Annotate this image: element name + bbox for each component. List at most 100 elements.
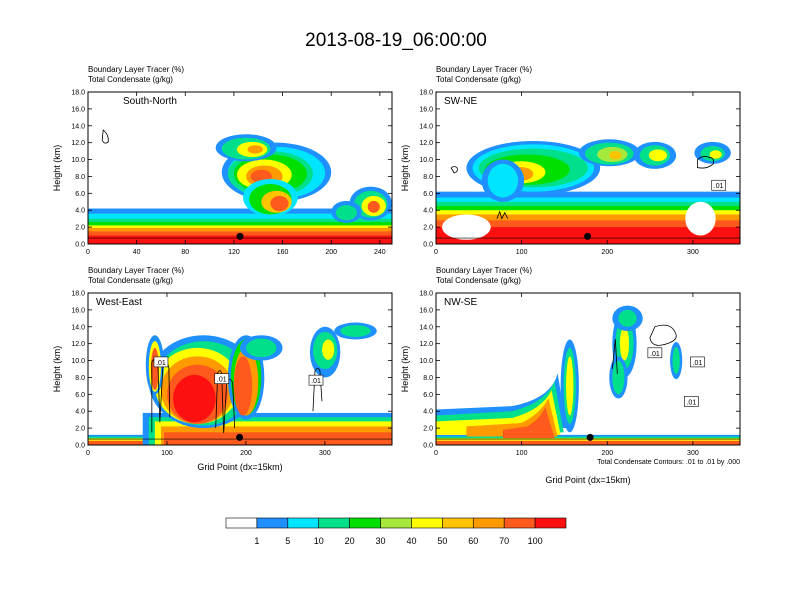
colorbar-label: 100 — [528, 536, 543, 546]
region-label: South-North — [123, 96, 177, 107]
colorbar-box — [534, 517, 567, 529]
panel-title-condensate: Total Condensate (g/kg) — [88, 75, 173, 84]
y-tick-label: 12.0 — [419, 140, 433, 147]
region-label: West-East — [96, 297, 142, 308]
x-tick-label: 0 — [86, 450, 90, 457]
x-tick-label: 0 — [86, 249, 90, 256]
condensate-contour — [611, 338, 618, 375]
y-tick-label: 14.0 — [71, 324, 85, 331]
panel-south-north: 0.0 2.0 4.0 6.0 8.0 10.0 12.0 14.0 16.0 18.0 0 40 80… — [52, 65, 393, 256]
tracer-blob — [246, 338, 277, 358]
x-tick-label: 40 — [133, 249, 141, 256]
colorbar-box — [442, 517, 474, 529]
contour-label: .01 — [714, 183, 724, 190]
colorbar-box — [472, 517, 505, 529]
tracer-blob — [672, 347, 680, 375]
colorbar-label: 10 — [314, 536, 324, 546]
panel-sw-ne: .01 0.0 2.0 4.0 6.0 8.0 10.0 12.0 14.0 16.0 18.0 0 1… — [400, 65, 741, 256]
plot-frame — [435, 91, 741, 245]
y-tick-label: 4.0 — [75, 208, 85, 215]
colorbar-box — [349, 517, 381, 529]
y-axis-title: Height (km) — [400, 145, 410, 192]
y-tick-label: 0.0 — [75, 242, 85, 249]
condensate-contour — [496, 210, 509, 220]
location-marker — [236, 232, 244, 240]
x-tick-label: 240 — [374, 249, 386, 256]
colorbar-box — [225, 517, 258, 529]
panel-title-tracer: Boundary Layer Tracer (%) — [436, 266, 532, 275]
y-tick-label: 4.0 — [423, 208, 433, 215]
colorbar-label: 40 — [406, 536, 416, 546]
tracer-blob — [648, 149, 668, 162]
tracer-blob — [618, 309, 637, 327]
y-tick-label: 0.0 — [75, 443, 85, 450]
region-label: NW-SE — [444, 297, 477, 308]
colorbar-box — [503, 517, 536, 529]
y-tick-label: 6.0 — [423, 191, 433, 198]
tracer-blob — [685, 201, 716, 236]
colorbar-label: 1 — [254, 536, 259, 546]
panel-title-tracer: Boundary Layer Tracer (%) — [88, 65, 184, 74]
location-marker — [584, 232, 592, 240]
y-tick-label: 4.0 — [75, 409, 85, 416]
tracer-blob — [487, 163, 519, 198]
condensate-contour — [450, 166, 458, 174]
y-tick-label: 18.0 — [419, 291, 433, 298]
contour-label-box — [153, 356, 169, 368]
tracer-blob — [367, 200, 380, 213]
condensate-contour — [101, 129, 109, 144]
y-axis-title: Height (km) — [52, 346, 62, 393]
x-tick-label: 200 — [601, 450, 613, 457]
x-tick-label: 160 — [277, 249, 289, 256]
condensate-contour — [697, 156, 714, 169]
panel-title-condensate: Total Condensate (g/kg) — [436, 75, 521, 84]
y-tick-label: 18.0 — [419, 90, 433, 97]
colorbar-box — [380, 517, 412, 529]
y-tick-label: 6.0 — [75, 191, 85, 198]
tracer-blob — [612, 360, 625, 395]
x-tick-label: 100 — [161, 450, 173, 457]
tracer-region — [502, 407, 555, 439]
y-tick-label: 12.0 — [419, 341, 433, 348]
x-axis-title: Grid Point (dx=15km) — [545, 475, 630, 485]
colorbar-box — [318, 517, 350, 529]
contour-label: .01 — [686, 399, 696, 406]
x-tick-label: 200 — [240, 450, 252, 457]
y-tick-label: 2.0 — [423, 426, 433, 433]
colorbar-label: 5 — [285, 536, 290, 546]
contour-label-box — [711, 179, 727, 191]
tracer-field — [436, 92, 740, 244]
tracer-blob — [322, 339, 335, 360]
colorbar-label: 20 — [345, 536, 355, 546]
figure-title: 2013-08-19_06:00:00 — [305, 30, 487, 51]
x-tick-label: 0 — [434, 450, 438, 457]
panel-west-east: .01 .01 .01 0.0 2.0 4.0 6.0 8.0 10.0 12.0 14.0 16.0… — [52, 266, 393, 472]
tracer-blob — [619, 326, 630, 361]
contour-label: .01 — [156, 360, 166, 367]
contour-note: Total Condensate Contours: .01 to .01 by… — [597, 459, 740, 466]
plot-frame — [87, 91, 393, 245]
y-tick-label: 10.0 — [71, 358, 85, 365]
y-tick-label: 12.0 — [71, 341, 85, 348]
y-tick-label: 16.0 — [419, 307, 433, 314]
contour-label-box — [684, 396, 699, 407]
x-axis-title: Grid Point (dx=15km) — [197, 462, 282, 472]
tracer-blob — [609, 151, 622, 160]
tracer-layer — [436, 440, 740, 445]
panel-title-condensate: Total Condensate (g/kg) — [436, 276, 521, 285]
y-tick-label: 14.0 — [419, 324, 433, 331]
y-axis-title: Height (km) — [52, 145, 62, 192]
x-tick-label: 300 — [687, 450, 699, 457]
y-tick-label: 6.0 — [75, 392, 85, 399]
x-tick-label: 300 — [319, 450, 331, 457]
y-tick-label: 4.0 — [423, 409, 433, 416]
contour-label: .01 — [311, 378, 321, 385]
contour-label-box — [308, 374, 324, 386]
y-tick-label: 10.0 — [71, 157, 85, 164]
x-tick-label: 100 — [516, 450, 528, 457]
y-tick-label: 18.0 — [71, 90, 85, 97]
y-axis-title: Height (km) — [400, 346, 410, 393]
tracer-blob — [173, 374, 216, 423]
tracer-field — [436, 293, 740, 445]
tracer-field — [88, 92, 392, 244]
